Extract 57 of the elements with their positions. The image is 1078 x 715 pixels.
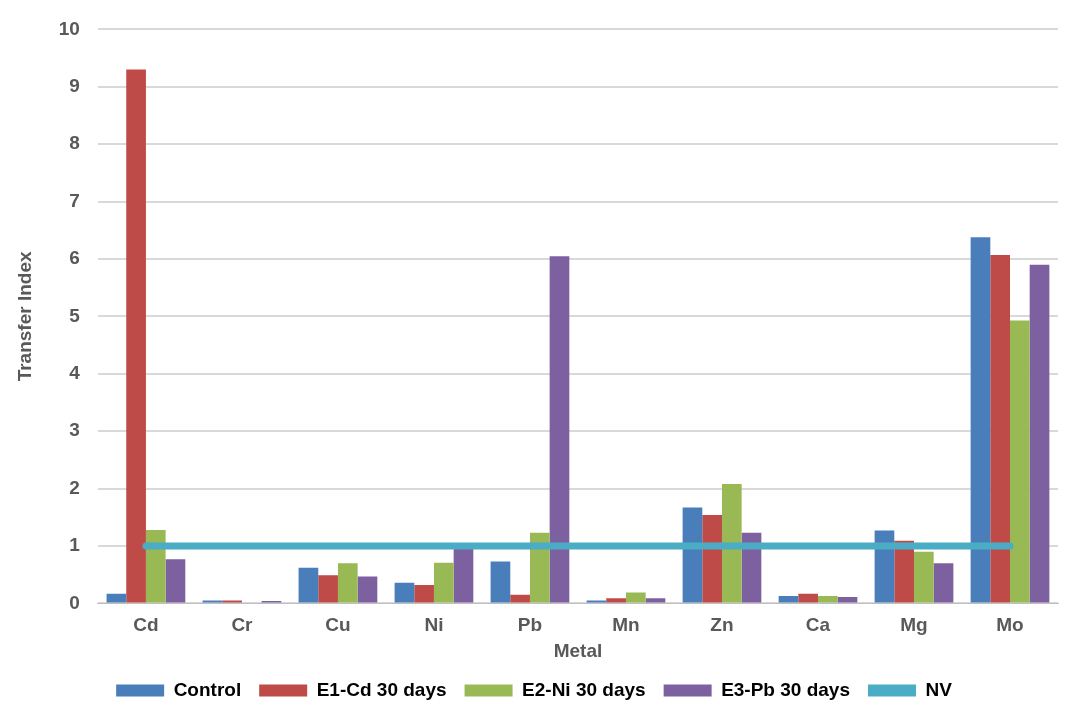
legend-label: NV (925, 678, 953, 700)
bar (298, 567, 319, 603)
bar (970, 237, 991, 603)
bar (778, 595, 799, 603)
x-tick-label: Mo (996, 614, 1024, 636)
x-tick-label: Zn (710, 614, 734, 636)
x-tick-label: Cd (133, 614, 159, 636)
x-tick-label: Cu (325, 614, 351, 636)
bar (510, 594, 530, 603)
y-tick-label: 10 (58, 17, 80, 39)
y-tick-label: 9 (69, 75, 80, 97)
bar (645, 598, 666, 603)
y-tick-label: 2 (69, 476, 80, 498)
y-tick-label: 7 (69, 189, 80, 211)
bar (798, 593, 818, 603)
y-tick-label: 5 (69, 304, 81, 326)
y-tick-label: 1 (69, 534, 81, 556)
bar (702, 515, 722, 603)
y-tick-label: 4 (69, 362, 81, 384)
bar (606, 598, 626, 603)
x-axis-title: Metal (553, 639, 603, 661)
x-tick-label: Mn (612, 614, 640, 636)
x-tick-label: Pb (517, 614, 543, 636)
legend-label: E1-Cd 30 days (316, 678, 447, 700)
bar (549, 256, 570, 603)
bar (337, 563, 358, 603)
bar (817, 595, 838, 603)
x-tick-label: Cr (231, 614, 254, 636)
bar (453, 548, 474, 603)
x-tick-label: Mg (900, 614, 928, 636)
legend-label: E2-Ni 30 days (522, 678, 646, 700)
bar (318, 575, 338, 603)
x-tick-label: Ni (424, 614, 444, 636)
bar (433, 562, 454, 603)
bar (126, 69, 146, 603)
bar (529, 532, 550, 603)
bar (625, 592, 646, 603)
y-tick-label: 0 (69, 591, 80, 613)
bar (837, 597, 858, 603)
y-tick-label: 6 (69, 247, 80, 269)
bar (394, 582, 415, 603)
bar (165, 559, 186, 603)
bar (357, 576, 378, 603)
y-tick-label: 8 (69, 132, 80, 154)
legend-label: Control (173, 678, 242, 700)
bar (721, 484, 742, 603)
y-axis-title: Transfer Index (13, 251, 35, 382)
y-tick-label: 3 (69, 419, 80, 441)
bar (490, 561, 511, 603)
bar (933, 563, 954, 603)
bar (1029, 264, 1050, 603)
bar (414, 585, 434, 603)
x-tick-label: Ca (805, 614, 831, 636)
bar (913, 551, 934, 603)
bar (1010, 320, 1030, 603)
legend-label: E3-Pb 30 days (721, 678, 850, 700)
bar (990, 254, 1010, 603)
